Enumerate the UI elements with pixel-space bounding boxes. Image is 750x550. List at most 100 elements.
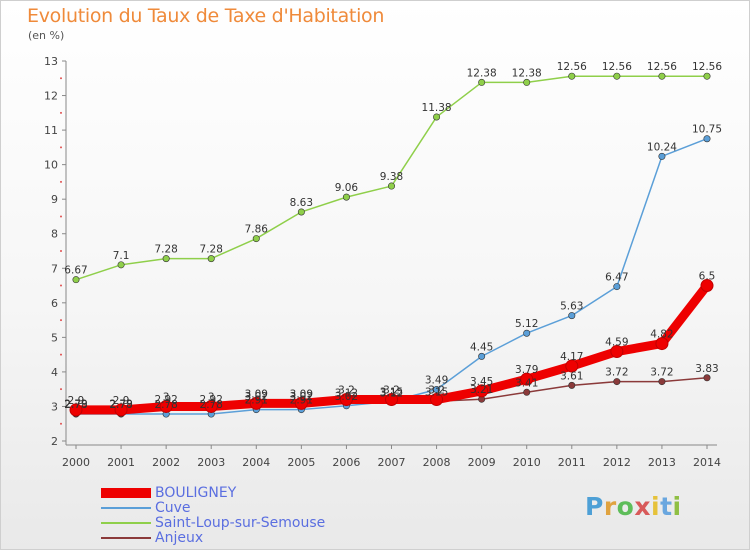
x-tick-label: 2006 <box>332 456 360 469</box>
x-tick-label: 2001 <box>107 456 135 469</box>
data-label: 3.83 <box>695 363 718 375</box>
y-minor-tick <box>60 319 62 322</box>
data-label: 2.91 <box>290 395 313 407</box>
y-tick-label: 2 <box>51 435 58 448</box>
legend-item: Cuve <box>101 500 325 516</box>
data-label: 2.9 <box>113 395 130 407</box>
data-point <box>204 399 218 413</box>
data-label: 5.63 <box>560 301 583 313</box>
data-label: 2.78 <box>64 399 87 411</box>
logo-letter: i <box>651 492 661 521</box>
logo-letter: t <box>660 492 673 521</box>
legend-swatch <box>101 536 151 539</box>
data-point <box>655 337 669 351</box>
data-point <box>430 393 444 407</box>
data-label: 12.56 <box>557 61 587 73</box>
logo-letter: o <box>616 492 635 521</box>
data-point <box>433 386 441 394</box>
data-label: 3.2 <box>428 385 445 397</box>
data-label: 7.86 <box>245 224 269 236</box>
y-minor-tick <box>60 284 62 287</box>
data-point <box>297 208 305 216</box>
data-point <box>658 72 666 80</box>
legend-swatch <box>101 487 151 498</box>
data-label: 11.38 <box>422 102 452 114</box>
data-label: 4.17 <box>560 351 583 363</box>
data-label: 3.79 <box>515 364 538 376</box>
data-label: 4.82 <box>650 329 673 341</box>
data-point <box>700 279 714 293</box>
proxiti-logo: Proxiti <box>585 492 682 521</box>
data-label: 4.59 <box>605 337 628 349</box>
data-point <box>703 72 711 80</box>
y-tick-label: 6 <box>51 297 58 310</box>
data-point <box>565 359 579 373</box>
y-tick-label: 8 <box>51 228 58 241</box>
data-label: 2.78 <box>154 399 177 411</box>
data-point <box>162 255 170 263</box>
data-label: 3.15 <box>425 386 448 398</box>
data-label: 3.15 <box>380 386 403 398</box>
legend-label: Anjeux <box>155 529 204 546</box>
data-point <box>613 72 621 80</box>
data-point <box>252 235 260 243</box>
data-point <box>613 378 621 386</box>
x-tick-label: 2005 <box>287 456 315 469</box>
logo-letter: r <box>603 492 617 521</box>
x-tick-label: 2014 <box>693 456 721 469</box>
y-minor-tick <box>60 250 62 252</box>
data-point <box>69 403 83 417</box>
data-point <box>610 345 624 359</box>
data-point <box>342 193 350 201</box>
data-point <box>339 393 353 407</box>
data-label: 3.02 <box>245 391 268 403</box>
data-point <box>520 372 534 386</box>
data-label: 2.79 <box>64 399 87 411</box>
y-minor-tick <box>60 146 62 149</box>
y-minor-tick <box>60 422 62 425</box>
legend-item: Anjeux <box>101 529 325 546</box>
data-label: 3.41 <box>515 377 538 389</box>
data-point <box>523 388 531 396</box>
data-label: 2.91 <box>245 395 268 407</box>
legend-swatch <box>101 506 151 509</box>
data-label: 2.92 <box>154 394 177 406</box>
data-label: 8.63 <box>290 197 313 209</box>
data-label: 12.56 <box>647 61 677 73</box>
data-label: 9.06 <box>335 182 359 194</box>
data-label: 10.75 <box>692 124 722 136</box>
x-tick-label: 2011 <box>558 456 586 469</box>
data-label: 3.72 <box>605 367 628 379</box>
x-tick-label: 2008 <box>423 456 451 469</box>
data-label: 3.21 <box>470 384 493 396</box>
x-tick-label: 2012 <box>603 456 631 469</box>
data-label: 3.12 <box>380 387 403 399</box>
data-label: 10.24 <box>647 141 677 153</box>
y-minor-tick <box>60 215 62 218</box>
data-label: 12.38 <box>512 67 542 79</box>
data-point <box>117 261 125 269</box>
data-label: 3.02 <box>290 391 313 403</box>
data-label: 4.45 <box>470 341 493 353</box>
data-point <box>159 399 173 413</box>
data-label: 6.5 <box>699 271 716 283</box>
x-tick-label: 2000 <box>62 456 90 469</box>
legend-item: BOULIGNEY <box>101 485 325 501</box>
data-point <box>478 78 486 86</box>
data-label: 3.12 <box>335 387 358 399</box>
y-tick-label: 5 <box>51 331 58 344</box>
data-point <box>523 78 531 86</box>
y-minor-tick <box>60 353 62 356</box>
data-point <box>385 393 398 407</box>
y-tick-label: 7 <box>51 262 58 275</box>
data-label: 3.61 <box>560 370 583 382</box>
data-label: 12.56 <box>602 61 632 73</box>
y-minor-tick <box>60 77 62 80</box>
y-tick-label: 3 <box>51 400 58 413</box>
data-label: 2.78 <box>200 399 223 411</box>
data-point <box>249 396 263 410</box>
data-point <box>568 312 576 320</box>
data-label: 2.78 <box>109 399 132 411</box>
data-label: 6.67 <box>64 265 87 277</box>
